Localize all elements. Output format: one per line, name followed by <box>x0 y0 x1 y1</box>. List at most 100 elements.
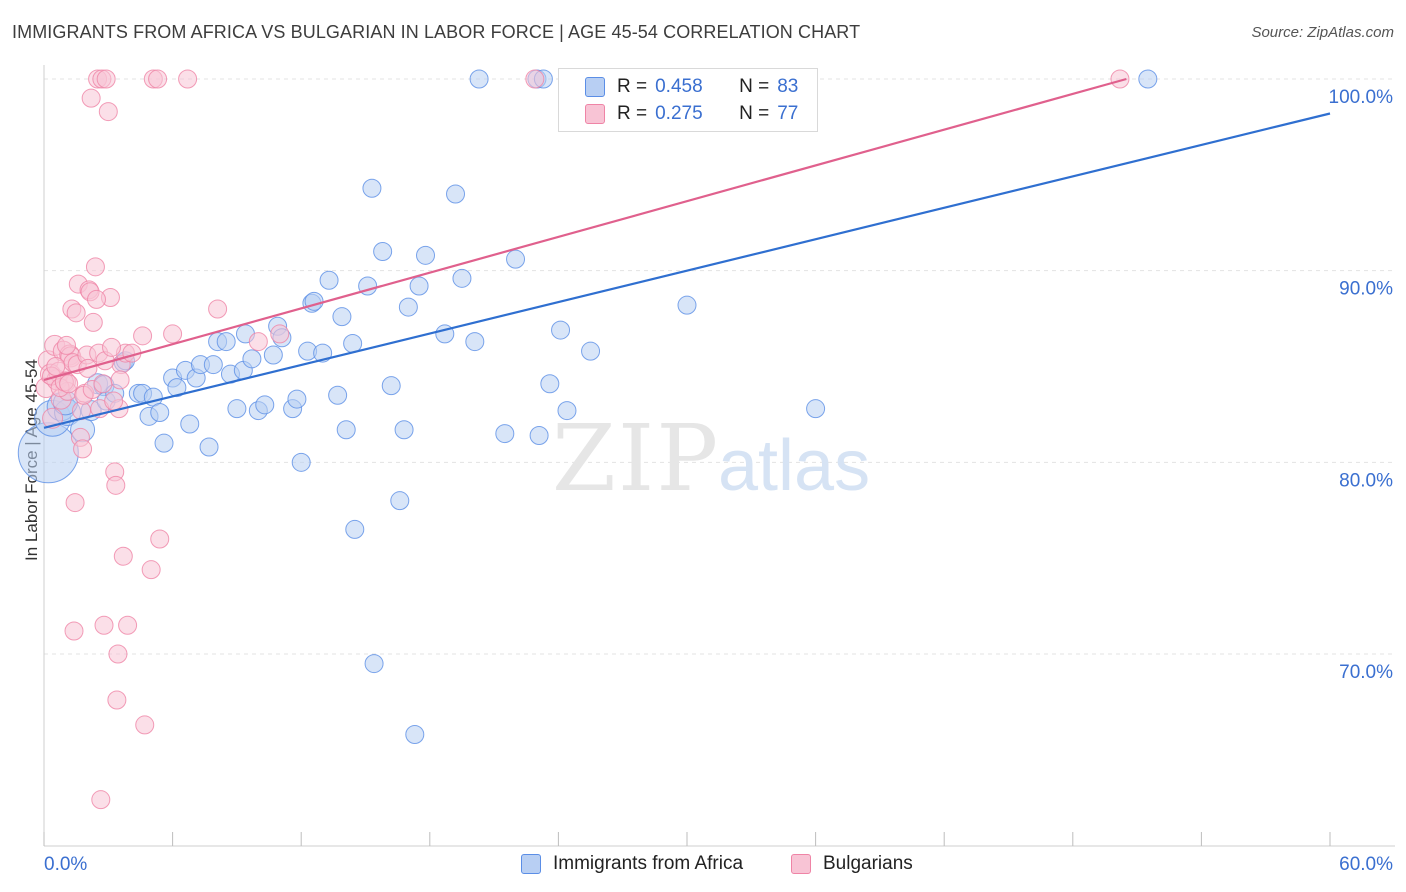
scatter-point <box>203 355 223 375</box>
scatter-point <box>150 529 170 549</box>
scatter-point <box>107 690 127 710</box>
scatter-point <box>113 546 133 566</box>
trendline <box>43 77 1127 381</box>
scatter-point <box>180 414 200 434</box>
scatter-point <box>104 391 124 411</box>
y-tick-label: 100.0% <box>1329 87 1394 108</box>
scatter-point <box>364 654 384 674</box>
watermark-zip: ZIP <box>552 405 720 512</box>
scatter-point <box>135 715 155 735</box>
legend-n-value: 83 <box>777 76 799 97</box>
scatter-point <box>398 297 418 317</box>
scatter-point <box>394 420 414 440</box>
series-legend-africa[interactable]: Immigrants from Africa <box>521 852 743 876</box>
scatter-point <box>465 332 485 352</box>
trendlines <box>43 77 1331 429</box>
scatter-point <box>133 326 153 346</box>
scatter-point <box>93 374 113 394</box>
series-swatch-africa <box>521 854 541 874</box>
scatter-point <box>263 345 283 365</box>
watermark-atlas: atlas <box>718 426 870 506</box>
scatter-point <box>540 374 560 394</box>
y-tick-label: 80.0% <box>1339 470 1393 491</box>
scatter-point <box>141 560 161 580</box>
scatter-point <box>336 420 356 440</box>
series-bulgarians-points <box>35 69 1130 810</box>
y-tick-label: 70.0% <box>1339 662 1393 683</box>
scatter-point <box>495 424 515 444</box>
series-label-africa: Immigrants from Africa <box>553 853 744 874</box>
scatter-point <box>167 378 187 398</box>
scatter-point <box>248 332 268 352</box>
scatter-point <box>1110 69 1130 89</box>
series-label-bulgarians: Bulgarians <box>823 853 913 874</box>
scatter-point <box>1138 69 1158 89</box>
scatter-point <box>163 324 183 344</box>
scatter-point <box>150 403 170 422</box>
scatter-point <box>557 401 577 421</box>
tick-labels: 70.0% 80.0% 90.0% 100.0% 0.0% 60.0% <box>44 87 1393 875</box>
scatter-point <box>65 493 85 513</box>
scatter-point <box>208 299 228 319</box>
scatter-point <box>328 385 348 405</box>
scatter-point <box>98 102 118 122</box>
source-label: Source: ZipAtlas.com <box>1251 24 1394 41</box>
scatter-point <box>677 295 697 315</box>
scatter-point <box>381 376 401 396</box>
legend-r-label: R = <box>617 103 648 124</box>
scatter-point <box>227 399 247 419</box>
scatter-point <box>270 324 290 344</box>
scatter-point <box>178 69 198 89</box>
scatter-point <box>199 437 219 457</box>
scatter-point <box>581 341 601 361</box>
legend-r-value: 0.458 <box>655 76 703 97</box>
scatter-point <box>42 407 64 429</box>
scatter-point <box>83 312 103 332</box>
scatter-point <box>332 307 352 327</box>
scatter-point <box>87 289 107 309</box>
scatter-point <box>452 268 472 288</box>
series-swatch-bulgarians <box>791 854 811 874</box>
legend-n-label: N = <box>739 76 770 97</box>
scatter-point <box>64 621 84 641</box>
scatter-point <box>154 433 174 453</box>
scatter-point <box>66 303 86 323</box>
legend-swatch-africa <box>585 77 605 97</box>
scatter-point <box>110 370 130 390</box>
series-legend-bulgarians[interactable]: Bulgarians <box>791 852 913 876</box>
scatter-point <box>416 245 436 265</box>
watermark: ZIP atlas <box>552 405 870 512</box>
y-tick-label: 90.0% <box>1339 279 1393 300</box>
trendline <box>43 112 1331 429</box>
scatter-point <box>373 242 393 261</box>
scatter-point <box>525 69 545 89</box>
legend-r-label: R = <box>617 76 648 97</box>
scatter-point <box>551 320 571 340</box>
correlation-legend: R = 0.458 N = 83 R = 0.275 N = 77 <box>558 68 818 132</box>
scatter-point <box>102 337 122 357</box>
legend-n-label: N = <box>739 103 770 124</box>
scatter-point <box>287 389 307 409</box>
scatter-point <box>390 491 410 511</box>
scatter-point <box>446 184 466 204</box>
scatter-point <box>96 69 116 89</box>
scatter-point <box>319 270 339 290</box>
scatter-point <box>85 257 105 277</box>
scatter-point <box>216 332 236 352</box>
legend-row-bulgarians: R = 0.275 N = 77 <box>585 101 798 127</box>
scatter-point <box>57 335 77 355</box>
scatter-point <box>81 88 101 108</box>
scatter-point <box>409 276 429 296</box>
legend-row-africa: R = 0.458 N = 83 <box>585 74 798 100</box>
chart-title: IMMIGRANTS FROM AFRICA VS BULGARIAN IN L… <box>12 22 861 42</box>
scatter-point <box>529 426 549 445</box>
x-tick-label: 60.0% <box>1339 854 1393 875</box>
legend-n-value: 77 <box>777 103 799 124</box>
scatter-point <box>345 519 365 539</box>
scatter-point <box>73 439 93 459</box>
scatter-point <box>59 374 79 394</box>
scatter-point <box>242 349 262 369</box>
x-tick-label: 0.0% <box>44 854 87 875</box>
scatter-point <box>94 615 114 635</box>
